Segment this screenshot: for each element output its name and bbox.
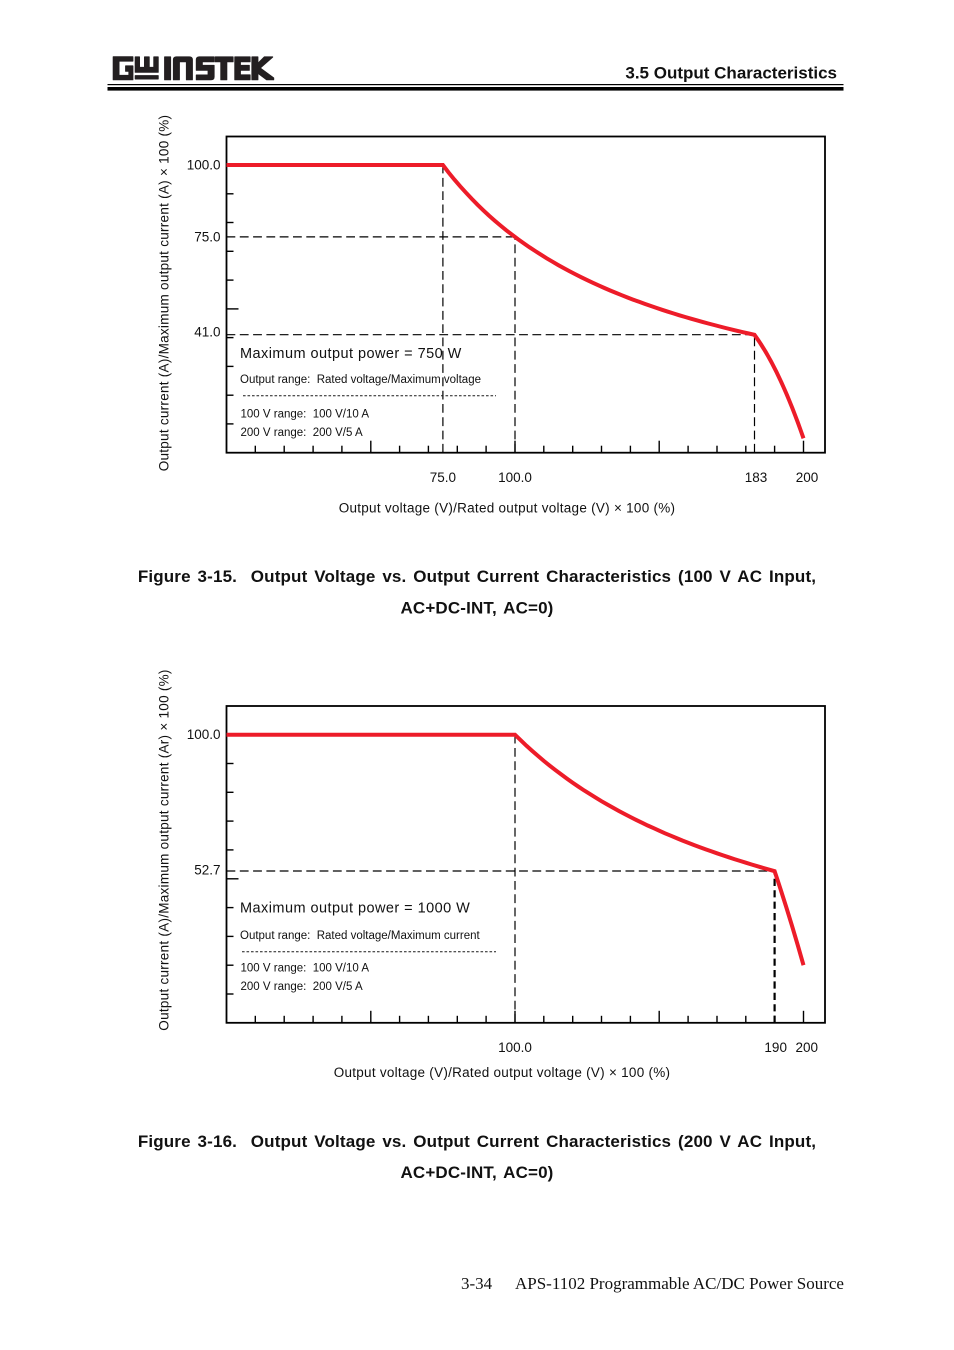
- svg-text:100.0: 100.0: [187, 727, 221, 742]
- svg-text:100.0: 100.0: [498, 470, 532, 485]
- svg-text:100 V range: 100 V/10 A: 100 V range: 100 V/10 A: [241, 408, 370, 420]
- svg-text:Figure 3-15. Output Voltage v: Figure 3-15. Output Voltage vs. Output C…: [138, 567, 816, 586]
- svg-text:APS-1102 Programmable AC/DC Po: APS-1102 Programmable AC/DC Power Source: [515, 1274, 844, 1293]
- svg-text:75.0: 75.0: [430, 470, 456, 485]
- svg-text:Output range: Rated voltage/M: Output range: Rated voltage/Maximum curr…: [240, 930, 481, 942]
- svg-text:Output current (A)/Maximum out: Output current (A)/Maximum output curren…: [157, 115, 172, 472]
- svg-text:200 V range: 200 V/5 A: 200 V range: 200 V/5 A: [241, 427, 363, 439]
- svg-text:Figure 3-16. Output Voltage v: Figure 3-16. Output Voltage vs. Output C…: [138, 1132, 816, 1151]
- svg-text:Maximum output power = 1000 W: Maximum output power = 1000 W: [240, 900, 470, 916]
- svg-text:200: 200: [796, 1040, 819, 1055]
- svg-text:AC+DC-INT, AC=0): AC+DC-INT, AC=0): [400, 599, 553, 618]
- svg-text:3-34: 3-34: [461, 1274, 493, 1293]
- svg-text:Maximum output power = 750 W: Maximum output power = 750 W: [240, 346, 462, 362]
- svg-text:Output voltage (V)/Rated outpu: Output voltage (V)/Rated output voltage …: [334, 1065, 671, 1080]
- svg-text:190: 190: [764, 1040, 787, 1055]
- svg-text:100.0: 100.0: [498, 1040, 532, 1055]
- svg-text:75.0: 75.0: [194, 229, 220, 244]
- svg-text:100 V range: 100 V/10 A: 100 V range: 100 V/10 A: [241, 963, 370, 975]
- svg-text:200 V range: 200 V/5 A: 200 V range: 200 V/5 A: [241, 981, 363, 993]
- svg-text:Output current (A)/Maximum out: Output current (A)/Maximum output curren…: [157, 669, 172, 1030]
- svg-text:AC+DC-INT, AC=0): AC+DC-INT, AC=0): [400, 1163, 553, 1182]
- svg-text:Output voltage (V)/Rated outpu: Output voltage (V)/Rated output voltage …: [339, 501, 676, 516]
- svg-text:183: 183: [745, 470, 768, 485]
- svg-text:3.5 Output Characteristics: 3.5 Output Characteristics: [625, 64, 837, 83]
- svg-text:200: 200: [796, 470, 819, 485]
- svg-text:52.7: 52.7: [194, 862, 220, 877]
- svg-text:41.0: 41.0: [194, 325, 220, 340]
- svg-text:100.0: 100.0: [187, 158, 221, 173]
- svg-text:Output range: Rated voltage/M: Output range: Rated voltage/Maximum volt…: [240, 374, 481, 386]
